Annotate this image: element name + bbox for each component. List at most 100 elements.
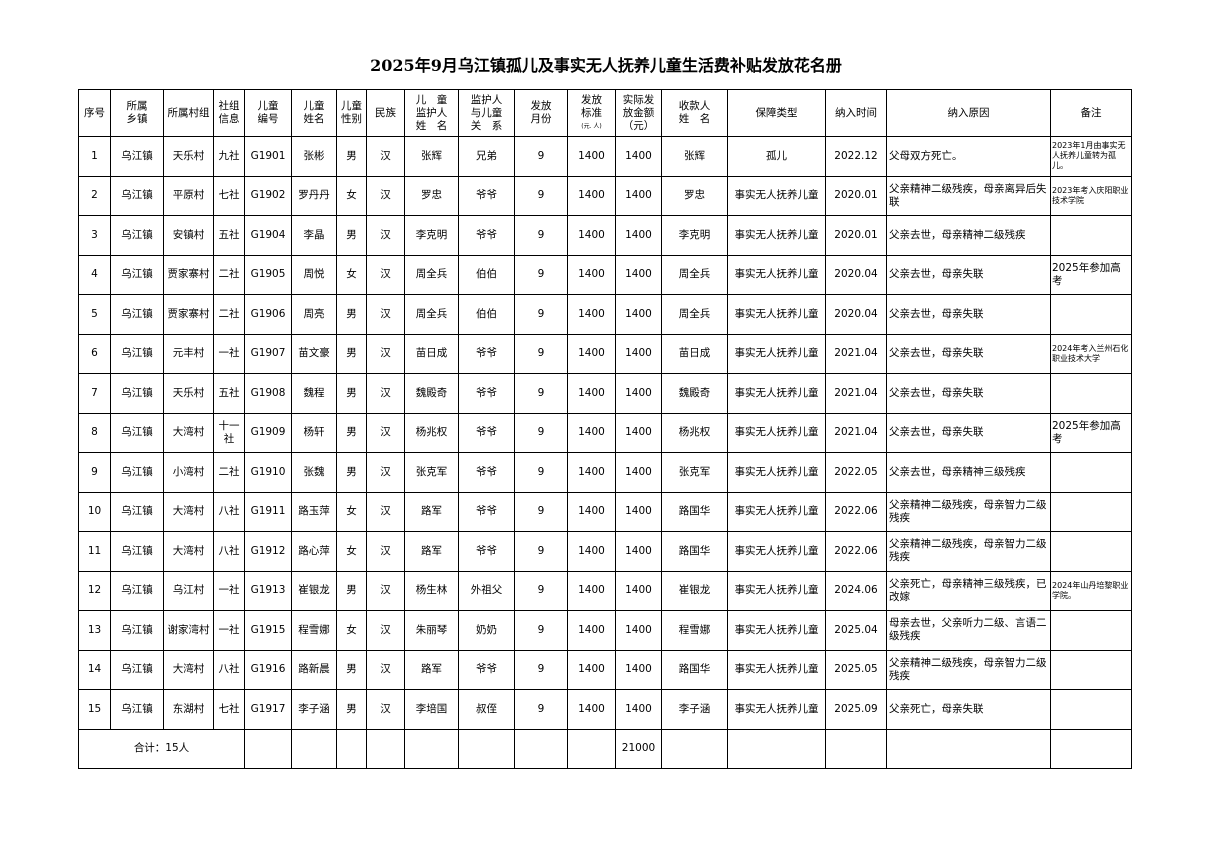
header-row: 序号 所属 乡镇 所属村组 社组 信息 儿童 编号 儿童 姓名 儿童 性别 民族 儿 童 监护人…	[78, 89, 1132, 137]
cell-gender: 男	[336, 294, 367, 335]
cell-reason: 父亲死亡，母亲精神三级残疾，已改嫁	[886, 570, 1051, 611]
cell-standard: 1400	[567, 491, 616, 532]
cell-guardian-name: 李培国	[404, 689, 459, 730]
cell-gender: 男	[336, 570, 367, 611]
cell-enroll-date: 2021.04	[825, 373, 887, 414]
cell-amount: 1400	[615, 649, 662, 690]
cell-relation: 兄弟	[458, 136, 515, 177]
cell-gender: 男	[336, 373, 367, 414]
cell-remark	[1050, 531, 1132, 572]
cell-village: 贾家寨村	[163, 254, 214, 295]
cell-ethnicity: 汉	[366, 333, 405, 374]
cell-month: 9	[514, 570, 568, 611]
cell-month: 9	[514, 215, 568, 256]
cell-guardian-name: 罗忠	[404, 175, 459, 216]
cell-support-type: 孤儿	[727, 136, 826, 177]
cell-ethnicity: 汉	[366, 491, 405, 532]
cell-seq: 6	[78, 333, 111, 374]
cell-child-id: G1915	[244, 610, 292, 651]
cell-reason: 父亲精神二级残疾，母亲智力二级残疾	[886, 649, 1051, 690]
cell-remark: 2025年参加高考	[1050, 254, 1132, 295]
cell-seq: 7	[78, 373, 111, 414]
cell-guardian-name: 路军	[404, 491, 459, 532]
cell-standard: 1400	[567, 570, 616, 611]
cell-village: 大湾村	[163, 649, 214, 690]
table-row: 13 乌江镇 谢家湾村 一社 G1915 程雪娜女汉朱丽琴 奶奶 9 1400 1400 程雪娜 事实…	[78, 610, 1132, 651]
empty-cell	[825, 728, 887, 769]
table-row: 14 乌江镇 大湾村 八社 G1916 路新晨男汉路军 爷爷 9 1400 1400 路国华 事实无人…	[78, 649, 1132, 690]
cell-remark: 2024年考入兰州石化职业技术大学	[1050, 333, 1132, 374]
cell-payee: 崔银龙	[661, 570, 728, 611]
cell-reason: 父亲去世，母亲失联	[886, 254, 1051, 295]
cell-child-id: G1909	[244, 412, 292, 453]
cell-gender: 女	[336, 531, 367, 572]
cell-month: 9	[514, 610, 568, 651]
empty-cell	[886, 728, 1051, 769]
cell-payee: 程雪娜	[661, 610, 728, 651]
cell-seq: 2	[78, 175, 111, 216]
table-row: 2 乌江镇 平原村 七社 G1902 罗丹丹女汉罗忠 爷爷 9 1400 1400 罗忠 事实无人抚养…	[78, 175, 1132, 216]
header-village: 所属村组	[163, 89, 214, 137]
header-label: 纳入原因	[947, 106, 990, 119]
cell-remark	[1050, 649, 1132, 690]
header-gender: 儿童 性别	[336, 89, 367, 137]
header-label: 所属 乡镇	[126, 100, 148, 125]
cell-town: 乌江镇	[110, 333, 164, 374]
header-label: 儿童 性别	[341, 100, 362, 125]
cell-child-name: 崔银龙	[291, 570, 337, 611]
cell-child-id: G1908	[244, 373, 292, 414]
cell-group: 二社	[213, 254, 245, 295]
header-payee: 收款人 姓 名	[661, 89, 728, 137]
cell-group: 八社	[213, 491, 245, 532]
cell-seq: 8	[78, 412, 111, 453]
cell-guardian-name: 朱丽琴	[404, 610, 459, 651]
cell-child-id: G1917	[244, 689, 292, 730]
cell-standard: 1400	[567, 452, 616, 493]
cell-amount: 1400	[615, 491, 662, 532]
cell-relation: 叔侄	[458, 689, 515, 730]
cell-village: 大湾村	[163, 412, 214, 453]
header-support-type: 保障类型	[727, 89, 826, 137]
cell-enroll-date: 2024.06	[825, 570, 887, 611]
cell-month: 9	[514, 531, 568, 572]
cell-child-name: 周悦	[291, 254, 337, 295]
cell-amount: 1400	[615, 136, 662, 177]
header-label: 监护人 与儿童 关 系	[470, 93, 503, 132]
table-row: 9 乌江镇 小湾村 二社 G1910 张魏男汉张克军 爷爷 9 1400 1400 张克军 事实无人抚…	[78, 452, 1132, 493]
table-row: 1 乌江镇 天乐村 九社 G1901 张彬男汉张辉 兄弟 9 1400 1400 张辉 孤儿 2022.…	[78, 136, 1132, 177]
cell-town: 乌江镇	[110, 610, 164, 651]
cell-village: 谢家湾村	[163, 610, 214, 651]
cell-month: 9	[514, 649, 568, 690]
cell-reason: 父亲精神二级残疾，母亲智力二级残疾	[886, 531, 1051, 572]
cell-town: 乌江镇	[110, 491, 164, 532]
cell-town: 乌江镇	[110, 570, 164, 611]
cell-amount: 1400	[615, 689, 662, 730]
cell-gender: 男	[336, 412, 367, 453]
cell-guardian-name: 路军	[404, 531, 459, 572]
cell-seq: 13	[78, 610, 111, 651]
page-title: 2025年9月乌江镇孤儿及事实无人抚养儿童生活费补贴发放花名册	[370, 56, 842, 75]
cell-gender: 男	[336, 215, 367, 256]
cell-payee: 路国华	[661, 649, 728, 690]
cell-child-id: G1905	[244, 254, 292, 295]
standard-unit: (元. 人)	[581, 122, 602, 130]
cell-group: 八社	[213, 649, 245, 690]
cell-relation: 外祖父	[458, 570, 515, 611]
cell-guardian-name: 魏殿奇	[404, 373, 459, 414]
cell-ethnicity: 汉	[366, 294, 405, 335]
cell-child-id: G1911	[244, 491, 292, 532]
cell-child-name: 路玉萍	[291, 491, 337, 532]
cell-month: 9	[514, 491, 568, 532]
cell-month: 9	[514, 136, 568, 177]
cell-ethnicity: 汉	[366, 531, 405, 572]
cell-ethnicity: 汉	[366, 215, 405, 256]
cell-month: 9	[514, 373, 568, 414]
cell-amount: 1400	[615, 610, 662, 651]
empty-cell	[1050, 728, 1132, 769]
table-row: 6 乌江镇 元丰村 一社 G1907 苗文豪男汉苗日成 爷爷 9 1400 1400 苗日成 事实无人…	[78, 333, 1132, 374]
cell-village: 大湾村	[163, 491, 214, 532]
cell-seq: 9	[78, 452, 111, 493]
cell-gender: 男	[336, 333, 367, 374]
cell-relation: 爷爷	[458, 452, 515, 493]
header-child-id: 儿童 编号	[244, 89, 292, 137]
